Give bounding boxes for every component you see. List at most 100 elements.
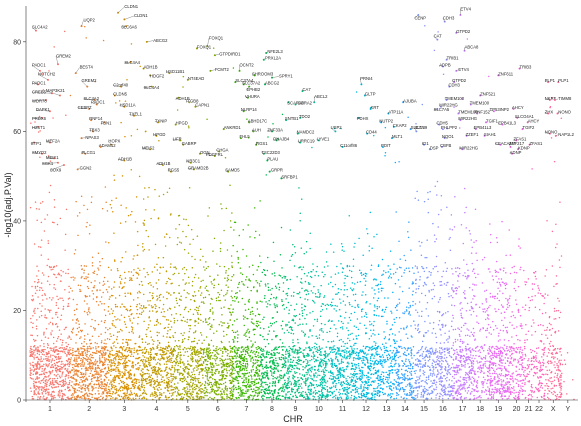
data-point	[186, 395, 189, 397]
data-point	[215, 386, 218, 388]
data-point	[114, 305, 117, 308]
data-point	[140, 370, 143, 372]
data-point	[125, 386, 128, 388]
data-point	[120, 395, 123, 398]
data-point	[261, 350, 263, 353]
data-point	[30, 377, 33, 380]
data-point	[103, 387, 105, 390]
data-point	[82, 347, 84, 350]
data-point	[273, 303, 276, 305]
data-point	[44, 316, 46, 319]
data-point	[177, 364, 179, 367]
data-point	[151, 306, 153, 309]
data-point	[230, 347, 233, 350]
data-point	[180, 354, 182, 357]
data-point	[67, 371, 70, 374]
data-point	[127, 359, 130, 362]
data-point	[303, 272, 306, 275]
data-point	[60, 361, 63, 363]
data-point	[115, 346, 117, 349]
data-point	[123, 305, 125, 308]
data-point	[146, 368, 149, 371]
data-point	[212, 313, 214, 315]
data-point	[225, 363, 228, 365]
data-point	[88, 347, 90, 350]
data-point	[193, 373, 196, 376]
data-point	[142, 377, 145, 380]
data-point	[91, 354, 93, 357]
data-point	[91, 380, 93, 383]
data-point	[40, 287, 43, 289]
data-point	[228, 324, 230, 327]
data-point	[104, 382, 106, 385]
data-point	[41, 201, 44, 203]
data-point	[97, 345, 100, 348]
data-point	[114, 357, 117, 359]
data-point	[172, 273, 174, 276]
data-point	[52, 366, 55, 369]
data-point	[45, 382, 47, 385]
data-point	[226, 390, 228, 392]
data-point	[83, 204, 85, 207]
data-point	[187, 382, 189, 384]
data-point	[222, 374, 224, 376]
data-point	[53, 351, 56, 354]
data-point	[39, 246, 42, 248]
data-point	[260, 361, 262, 364]
data-point	[300, 392, 303, 394]
data-point	[213, 366, 215, 368]
data-point	[248, 397, 250, 400]
data-point	[259, 355, 262, 358]
data-point	[261, 372, 263, 374]
data-point	[248, 332, 250, 334]
data-point	[73, 383, 75, 385]
data-point	[248, 354, 250, 356]
data-point	[159, 391, 161, 394]
data-point	[137, 345, 140, 348]
data-point	[318, 334, 321, 336]
data-point	[177, 362, 180, 365]
data-point	[96, 296, 98, 298]
data-point	[88, 375, 90, 378]
data-point	[106, 349, 109, 352]
data-point	[29, 377, 32, 379]
data-point	[175, 299, 178, 302]
data-point	[60, 269, 62, 272]
data-point	[304, 305, 307, 308]
data-point	[105, 389, 107, 392]
data-point	[191, 393, 193, 396]
data-point	[124, 397, 127, 399]
data-point	[61, 368, 63, 370]
data-point	[33, 356, 35, 359]
data-point	[112, 359, 114, 362]
data-point	[298, 187, 300, 189]
data-point	[85, 377, 88, 379]
data-point	[305, 355, 308, 357]
data-point	[246, 338, 249, 341]
data-point	[135, 382, 137, 384]
data-point	[53, 362, 56, 365]
data-point	[324, 304, 327, 307]
data-point	[29, 362, 31, 364]
data-point	[98, 379, 100, 382]
data-point	[103, 276, 106, 279]
data-point	[315, 391, 318, 394]
data-point	[88, 295, 91, 297]
data-point	[173, 272, 176, 275]
data-point	[198, 371, 201, 374]
data-point	[226, 292, 228, 294]
data-point	[281, 342, 284, 344]
data-point	[90, 362, 92, 365]
data-point	[113, 375, 116, 377]
data-point	[178, 339, 180, 342]
data-point	[208, 371, 210, 373]
data-point	[160, 311, 163, 314]
data-point	[57, 394, 59, 397]
data-point	[58, 273, 61, 276]
data-point	[66, 369, 68, 372]
data-point	[294, 392, 296, 394]
chromosome-5-points	[171, 75, 204, 401]
data-point	[85, 265, 88, 267]
data-point	[34, 307, 36, 310]
data-point	[209, 355, 212, 357]
